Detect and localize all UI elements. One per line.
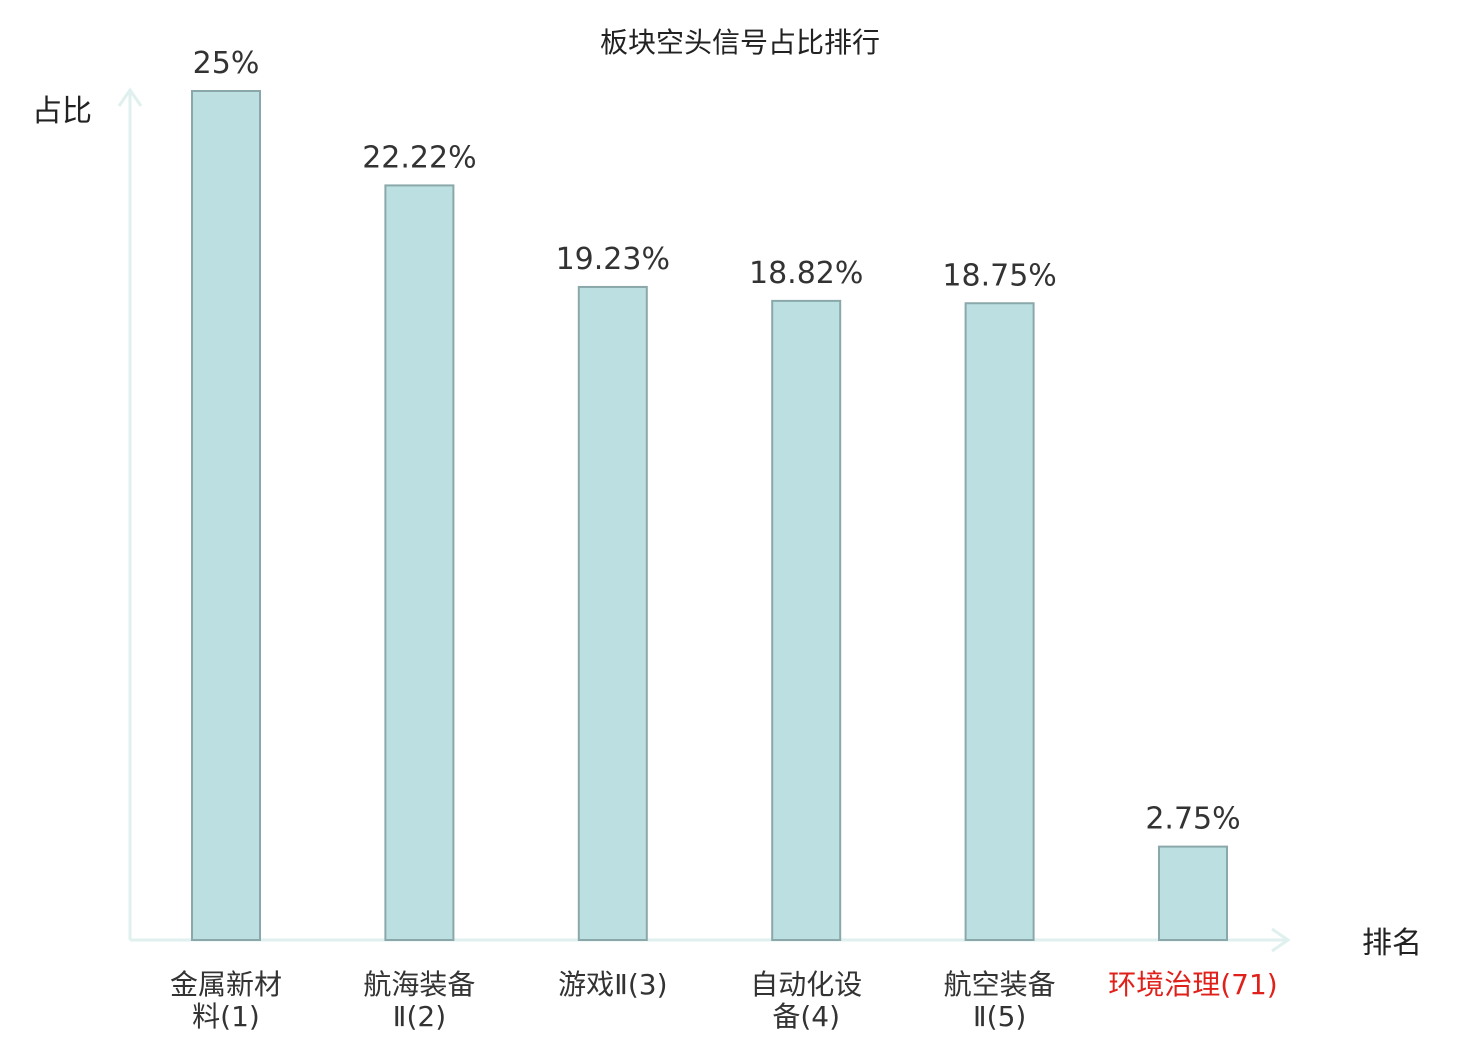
- chart-title: 板块空头信号占比排行: [600, 26, 880, 59]
- bar-3: [771, 299, 842, 941]
- category-label-4-line-1: Ⅱ(5): [973, 1000, 1026, 1033]
- value-label-0: 25%: [193, 46, 260, 81]
- category-label-1-line-1: Ⅱ(2): [393, 1000, 446, 1033]
- bar-1: [384, 184, 455, 941]
- x-axis: [130, 927, 1291, 953]
- value-label-4: 18.75%: [942, 258, 1056, 293]
- category-label-5-line-0: 环境治理(71): [1108, 968, 1277, 1001]
- value-labels-group: 25% 22.22% 19.23% 18.82% 18.75% 2.75%: [193, 46, 1241, 837]
- value-label-1: 22.22%: [362, 140, 476, 175]
- bar-5: [1158, 845, 1228, 941]
- y-axis-label: 占比: [32, 94, 92, 129]
- category-label-0-line-1: 料(1): [192, 1000, 260, 1033]
- bar-0: [191, 90, 261, 941]
- x-axis-label: 排名: [1362, 926, 1422, 961]
- y-axis: [117, 87, 143, 940]
- bars-group: [191, 90, 1228, 941]
- bar-2: [577, 285, 648, 941]
- category-label-3-line-0: 自动化设: [750, 968, 862, 1001]
- value-label-2: 19.23%: [556, 242, 670, 277]
- bar-4: [964, 302, 1035, 941]
- category-label-2-line-0: 游戏Ⅱ(3): [558, 968, 667, 1001]
- value-label-3: 18.82%: [749, 256, 863, 291]
- value-label-5: 2.75%: [1145, 802, 1240, 837]
- category-label-0-line-0: 金属新材: [170, 968, 282, 1001]
- category-label-1-line-0: 航海装备: [363, 968, 475, 1001]
- category-label-4-line-0: 航空装备: [944, 968, 1056, 1001]
- category-label-3-line-1: 备(4): [772, 1000, 840, 1033]
